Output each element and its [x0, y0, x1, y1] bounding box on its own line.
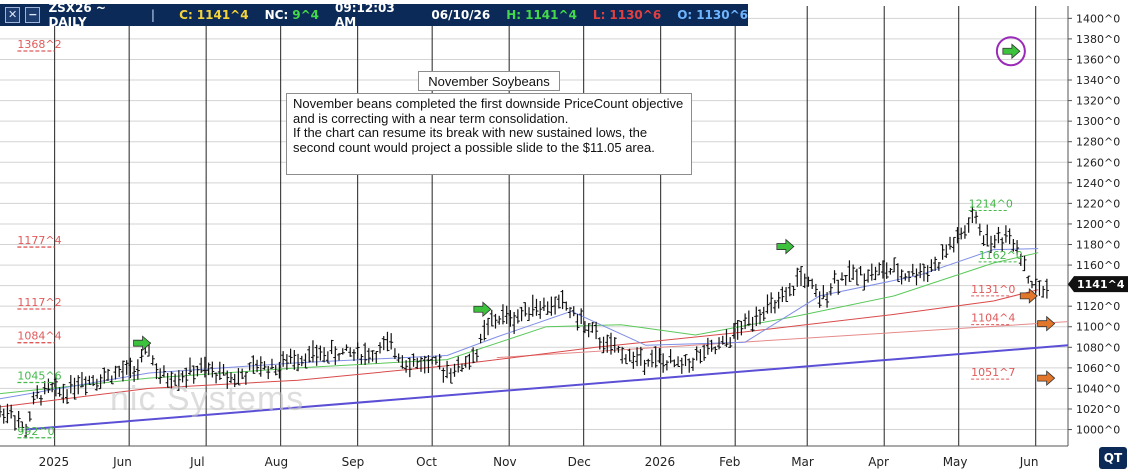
- x-tick-label: Jul: [189, 455, 204, 469]
- y-tick-label: 1040^0: [1076, 382, 1120, 395]
- x-tick-label: Jun: [112, 455, 132, 469]
- signal-arrow: [133, 335, 152, 352]
- level-label: 1084^4: [17, 330, 61, 343]
- signal-arrow: [1019, 288, 1038, 304]
- minimize-chart-button[interactable]: −: [25, 7, 41, 23]
- y-tick-label: 1060^0: [1076, 362, 1120, 375]
- red-trendline: [496, 321, 1069, 359]
- y-tick-label: 1360^0: [1076, 53, 1120, 66]
- level-label: 1117^2: [17, 296, 61, 309]
- signal-arrow: [1037, 370, 1056, 387]
- level-label: 1045^6: [17, 370, 61, 383]
- y-tick-label: 1020^0: [1076, 403, 1120, 416]
- signal-arrow: [1037, 315, 1056, 332]
- low-value: 1130^6: [609, 8, 662, 22]
- moving-average-green: [0, 252, 1039, 395]
- last-price-box: [1068, 276, 1128, 293]
- level-label: 1368^2: [17, 38, 61, 51]
- y-tick-label: 1240^0: [1076, 177, 1120, 190]
- y-tick-label: 1200^0: [1076, 218, 1120, 231]
- open-label: O:: [677, 8, 693, 22]
- x-tick-label: Jun: [1019, 455, 1039, 469]
- x-tick-label: Nov: [493, 455, 516, 469]
- symbol-label: ZSX26 ~ DAILY: [48, 1, 106, 29]
- annotation-title: November Soybeans: [418, 71, 560, 91]
- signal-arrow: [473, 301, 492, 318]
- arrow-highlight-circle: [995, 36, 1026, 67]
- x-tick-label: 2026: [645, 455, 676, 469]
- net-change-label: NC:: [264, 8, 289, 22]
- qt-logo[interactable]: QT: [1099, 447, 1127, 469]
- x-tick-label: 2025: [39, 455, 70, 469]
- y-tick-label: 1380^0: [1076, 33, 1120, 46]
- x-tick-label: Oct: [416, 455, 437, 469]
- y-tick-label: 1080^0: [1076, 341, 1120, 354]
- low-label: L:: [592, 8, 606, 22]
- level-label: 1177^4: [17, 234, 61, 247]
- y-tick-label: 1160^0: [1076, 259, 1120, 272]
- chart-toolbar: ✕ − ZSX26 ~ DAILY | C: 1141^4 NC: 9^4 09…: [0, 1, 748, 29]
- ohlc-bars: [0, 206, 1049, 439]
- objective-label: 1051^7: [971, 366, 1015, 379]
- x-tick-label: Apr: [868, 455, 889, 469]
- signal-arrow: [1002, 43, 1021, 60]
- x-tick-label: Mar: [791, 455, 814, 469]
- open-value: 1130^6: [696, 8, 748, 22]
- date-value: 06/10/26: [431, 8, 491, 22]
- y-tick-label: 1220^0: [1076, 197, 1120, 210]
- high-label: H:: [506, 8, 522, 22]
- y-tick-label: 1180^0: [1076, 239, 1120, 252]
- x-tick-label: Aug: [265, 455, 288, 469]
- high-value: 1141^4: [525, 8, 577, 22]
- y-tick-label: 1320^0: [1076, 95, 1120, 108]
- y-tick-label: 1280^0: [1076, 136, 1120, 149]
- x-tick-label: Dec: [568, 455, 591, 469]
- close-chart-button[interactable]: ✕: [5, 7, 21, 23]
- objective-label: 1104^4: [971, 312, 1015, 325]
- x-tick-label: Feb: [719, 455, 740, 469]
- y-tick-label: 1400^0: [1076, 12, 1120, 25]
- x-tick-label: May: [943, 455, 968, 469]
- toolbar-separator: |: [150, 8, 156, 22]
- objective-label: 1214^0: [969, 197, 1013, 210]
- y-tick-label: 1000^0: [1076, 424, 1120, 437]
- time-value: 09:12:03 AM: [335, 1, 395, 29]
- y-tick-label: 1340^0: [1076, 74, 1120, 87]
- net-change-value: 9^4: [292, 8, 320, 22]
- close-label: C:: [179, 8, 193, 22]
- moving-average-red: [0, 289, 1039, 408]
- last-price-label: 1141^4: [1077, 278, 1125, 291]
- close-value: 1141^4: [196, 8, 249, 22]
- x-tick-label: Sep: [342, 455, 365, 469]
- support-trendline: [24, 344, 1069, 431]
- y-tick-label: 1300^0: [1076, 115, 1120, 128]
- y-tick-label: 1100^0: [1076, 321, 1120, 334]
- level-label: 992^0: [17, 425, 54, 438]
- y-tick-label: 1260^0: [1076, 156, 1120, 169]
- y-tick-label: 1120^0: [1076, 300, 1120, 313]
- objective-label: 1131^0: [971, 283, 1015, 296]
- watermark: nic Systems: [110, 380, 305, 418]
- annotation-text: November beans completed the first downs…: [286, 93, 692, 175]
- signal-arrow: [776, 238, 795, 255]
- objective-label: 1162^0: [979, 249, 1023, 262]
